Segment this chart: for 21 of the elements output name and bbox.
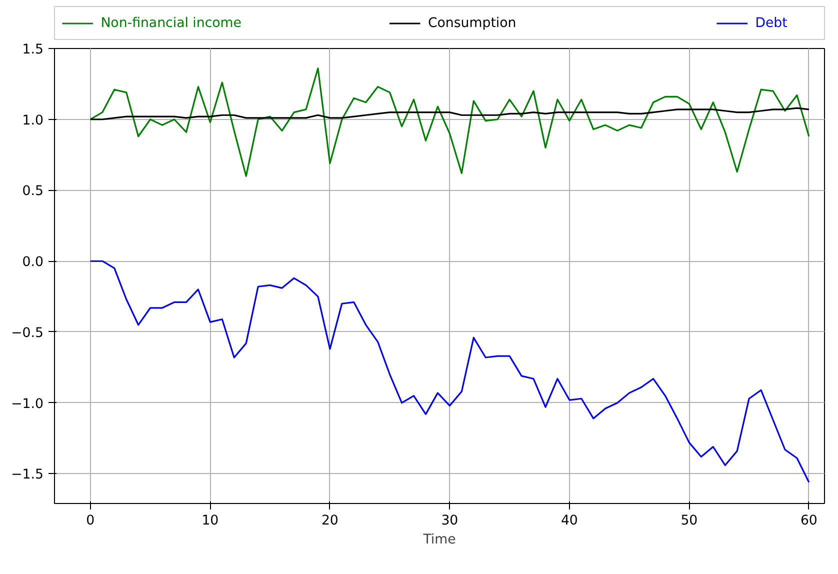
y-tick-label: −1.0 — [11, 396, 44, 412]
x-tick-label: 20 — [321, 514, 338, 528]
x-axis-title: Time — [422, 532, 456, 548]
legend-label: Consumption — [428, 16, 516, 31]
y-tick-label: −1.5 — [11, 468, 44, 483]
x-tick-label: 0 — [86, 514, 95, 528]
line-series — [90, 107, 810, 120]
legend-label: Non-financial income — [100, 16, 242, 31]
x-tick-label: 30 — [441, 514, 458, 528]
x-tick-label: 50 — [680, 514, 698, 528]
y-tick-label: 1.5 — [22, 42, 44, 58]
y-tick-label: −0.5 — [11, 326, 44, 341]
y-tick-label: 0.5 — [22, 184, 44, 200]
x-tick-label: 40 — [560, 514, 578, 528]
x-tick-label: 60 — [800, 514, 818, 528]
x-tick-label: 10 — [202, 514, 219, 528]
y-tick-label: 1.0 — [22, 113, 44, 128]
line-series — [90, 260, 810, 484]
legend-label: Debt — [755, 16, 788, 31]
y-tick-label: 0.0 — [22, 255, 44, 270]
line-series — [90, 68, 810, 177]
